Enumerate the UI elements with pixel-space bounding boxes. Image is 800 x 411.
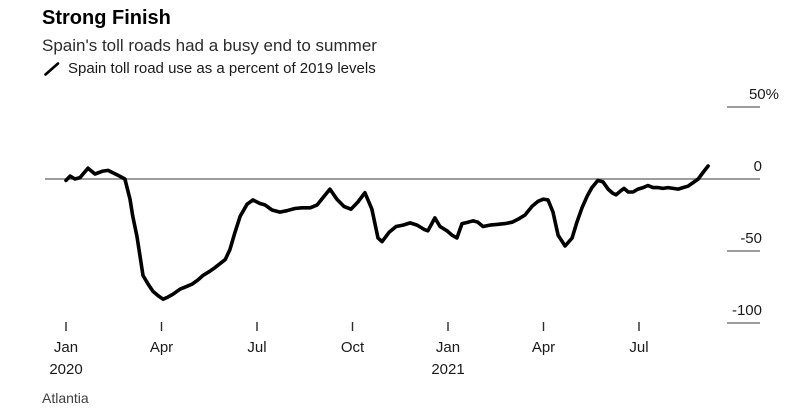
legend-label: Spain toll road use as a percent of 2019… [68, 60, 376, 77]
line-series-icon [44, 61, 60, 76]
y-axis-tick-label: 0 [754, 158, 762, 175]
y-axis-tick-label: 50% [749, 86, 779, 103]
chart-title: Strong Finish [42, 7, 171, 29]
toll-road-use-line [64, 164, 710, 302]
chart-subtitle: Spain's toll roads had a busy end to sum… [42, 36, 377, 55]
chart-header: Strong Finish Spain's toll roads had a b… [42, 6, 377, 57]
x-axis-tick-label: Apr [150, 339, 173, 356]
x-axis-tick-label: Jan [54, 339, 78, 356]
x-axis-tick-label: Jan [436, 339, 460, 356]
x-axis-tick-label: Jul [629, 339, 648, 356]
legend: Spain toll road use as a percent of 2019… [44, 60, 376, 77]
x-axis-tick-label: Jul [247, 339, 266, 356]
y-axis-tick-label: -50 [740, 230, 762, 247]
source-credit: Atlantia [42, 390, 89, 406]
x-axis-year-label: 2021 [431, 361, 464, 378]
x-axis-year-label: 2020 [49, 361, 82, 378]
x-axis-tick-label: Oct [341, 339, 365, 356]
x-axis-tick-label: Apr [532, 339, 555, 356]
y-axis-tick-label: -100 [732, 302, 762, 319]
